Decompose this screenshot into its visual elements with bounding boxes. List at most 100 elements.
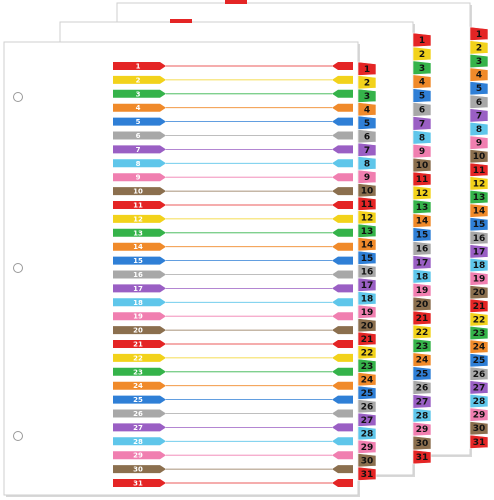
tab-number: 21	[361, 335, 374, 345]
toc-left-tab	[113, 117, 166, 126]
toc-right-tab	[332, 367, 353, 376]
side-tab	[412, 227, 432, 242]
tab-number: 30	[361, 456, 374, 466]
side-tab	[412, 241, 432, 256]
tab-number: 18	[361, 294, 374, 304]
toc-right-tab	[332, 326, 353, 335]
side-tab	[357, 223, 377, 238]
toc-left-tab	[113, 187, 166, 196]
tab-number: 7	[419, 119, 425, 129]
toc-right-tab	[332, 298, 353, 307]
toc-number: 2	[136, 76, 141, 84]
side-tab	[412, 157, 432, 173]
tab-number: 24	[361, 375, 374, 385]
side-tab	[357, 264, 377, 279]
toc-number: 26	[133, 410, 143, 418]
tab-number: 31	[361, 470, 374, 480]
side-tab	[469, 67, 489, 82]
side-tab	[357, 426, 377, 441]
tab-number: 16	[416, 244, 429, 254]
side-tab	[412, 185, 432, 201]
punch-hole	[13, 92, 23, 102]
toc-left-tab	[113, 437, 166, 446]
toc-left-tab	[113, 479, 166, 487]
toc-left-tab	[113, 409, 166, 418]
side-tab	[357, 88, 377, 103]
toc-right-tab	[332, 451, 353, 460]
tab-number: 19	[416, 286, 429, 296]
side-tab	[412, 129, 432, 145]
side-tab	[357, 129, 377, 144]
toc-number: 29	[133, 452, 143, 460]
tab-number: 5	[419, 92, 425, 102]
toc-right-tab	[332, 312, 353, 321]
side-tab	[412, 143, 432, 159]
toc-right-tab	[332, 381, 353, 390]
toc-number: 8	[136, 160, 141, 168]
tab-number: 28	[473, 397, 486, 407]
tab-number: 23	[416, 342, 429, 352]
toc-number: 13	[133, 229, 143, 237]
tab-number: 8	[419, 133, 425, 143]
side-tab	[412, 102, 432, 117]
side-tab	[412, 449, 432, 465]
side-tab	[357, 318, 377, 333]
side-tab	[357, 399, 377, 414]
tab-number: 28	[416, 411, 429, 421]
tab-number: 9	[419, 147, 425, 157]
toc-left-tab	[113, 284, 166, 293]
side-tab	[412, 171, 432, 187]
side-tab	[357, 196, 377, 211]
tab-number: 29	[473, 411, 486, 421]
side-tab	[469, 217, 489, 232]
toc-left-tab	[113, 62, 166, 70]
tab-number: 15	[361, 254, 374, 264]
tab-number: 20	[416, 300, 429, 310]
top-tab	[225, 0, 247, 4]
side-tab	[469, 189, 489, 205]
side-tab	[412, 338, 432, 354]
tab-number: 18	[416, 272, 429, 282]
side-tab	[357, 102, 377, 117]
side-tab	[412, 380, 432, 395]
tab-number: 3	[419, 64, 425, 74]
toc-number: 7	[136, 146, 141, 154]
side-tab	[412, 407, 432, 423]
toc-right-tab	[332, 214, 353, 223]
toc-number: 30	[133, 466, 143, 474]
side-tab	[469, 108, 489, 123]
side-tab	[469, 53, 489, 69]
side-tab	[357, 439, 377, 454]
toc-left-tab	[113, 75, 166, 84]
toc-left-tab	[113, 201, 166, 209]
toc-left-tab	[113, 340, 166, 348]
tab-number: 26	[361, 402, 374, 412]
tab-number: 24	[416, 356, 429, 366]
tab-number: 13	[361, 227, 374, 237]
toc-left-tab	[113, 173, 166, 182]
toc-left-tab	[113, 159, 166, 168]
side-tab	[469, 393, 489, 409]
toc-left-tab	[113, 353, 166, 362]
tab-number: 12	[361, 213, 374, 223]
tab-number: 13	[473, 193, 486, 203]
tab-number: 13	[416, 203, 429, 213]
side-tab	[357, 291, 377, 306]
toc-left-tab	[113, 228, 166, 237]
tab-number: 14	[361, 240, 374, 250]
toc-right-tab	[332, 423, 353, 432]
tab-number: 19	[473, 275, 486, 285]
side-tab	[357, 169, 377, 184]
tab-number: 14	[473, 207, 486, 217]
side-tab	[412, 352, 432, 367]
toc-left-tab	[113, 367, 166, 376]
tab-number: 2	[476, 43, 482, 53]
side-tab	[469, 366, 489, 381]
side-tab	[357, 250, 377, 265]
punch-hole	[13, 263, 23, 273]
side-tab	[357, 61, 377, 76]
toc-right-tab	[332, 117, 353, 126]
side-tab	[469, 230, 489, 245]
toc-left-tab	[113, 131, 166, 140]
toc-number: 5	[136, 118, 141, 126]
